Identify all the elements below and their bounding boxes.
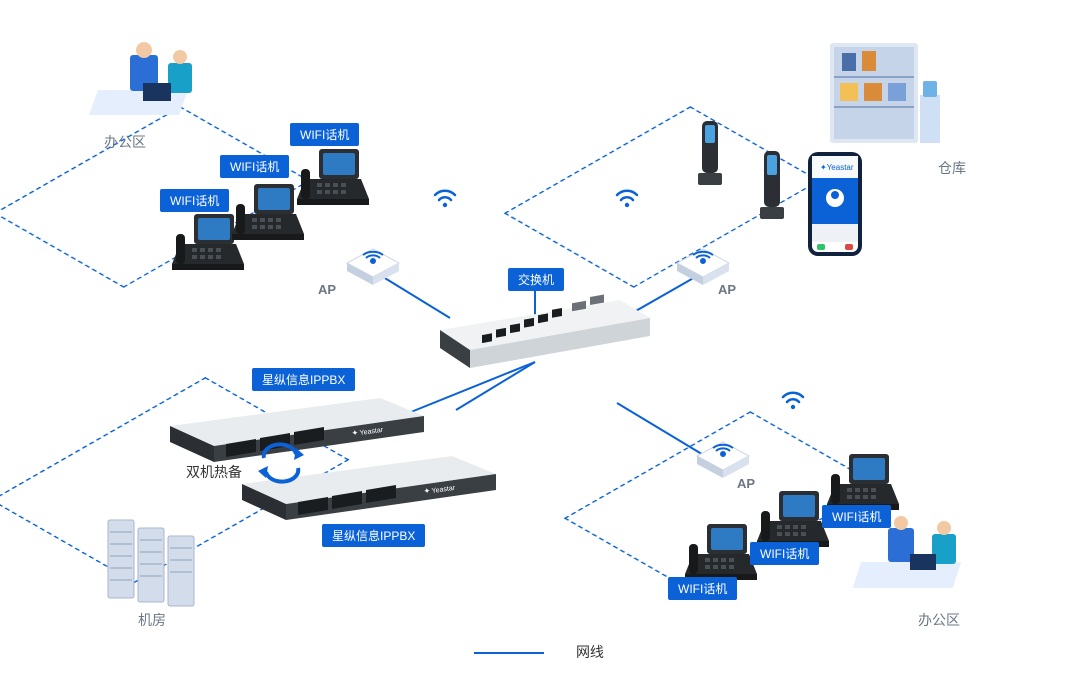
legend: 网线 xyxy=(0,642,1078,662)
area-label-office-tl: 办公区 xyxy=(104,132,146,152)
network-switch xyxy=(420,290,660,380)
warehouse-shelf xyxy=(820,35,950,155)
area-label-office-br: 办公区 xyxy=(918,610,960,630)
office-scene-tl xyxy=(108,35,218,130)
cordless-phone-1 xyxy=(690,115,730,195)
cordless-phone-2 xyxy=(752,145,792,230)
wifi-phone-label: WIFI话机 xyxy=(290,123,359,146)
ap-label: AP xyxy=(718,282,736,297)
ap-label: AP xyxy=(737,476,755,491)
diagram-stage: { "colors":{ "brand":"#0b62d6", "dash":"… xyxy=(0,0,1078,680)
switch-label: 交换机 xyxy=(508,268,564,291)
ippbx-label-top: 星纵信息IPPBX xyxy=(252,368,355,391)
legend-line-icon xyxy=(474,652,544,654)
legend-label: 网线 xyxy=(576,644,604,660)
hot-standby-icon xyxy=(256,442,306,482)
wifi-phone-label: WIFI话机 xyxy=(160,189,229,212)
svg-text:✦Yeastar: ✦Yeastar xyxy=(820,163,854,172)
wifi-phone-label: WIFI话机 xyxy=(668,577,737,600)
wifi-phone-label: WIFI话机 xyxy=(822,505,891,528)
wifi-phone-label: WIFI话机 xyxy=(220,155,289,178)
server-racks xyxy=(100,510,200,610)
mobile-app: ✦Yeastar xyxy=(800,148,870,268)
ap-label: AP xyxy=(318,282,336,297)
area-label-server-room: 机房 xyxy=(138,610,166,630)
area-label-warehouse: 仓库 xyxy=(938,158,966,178)
wifi-phone-label: WIFI话机 xyxy=(750,542,819,565)
